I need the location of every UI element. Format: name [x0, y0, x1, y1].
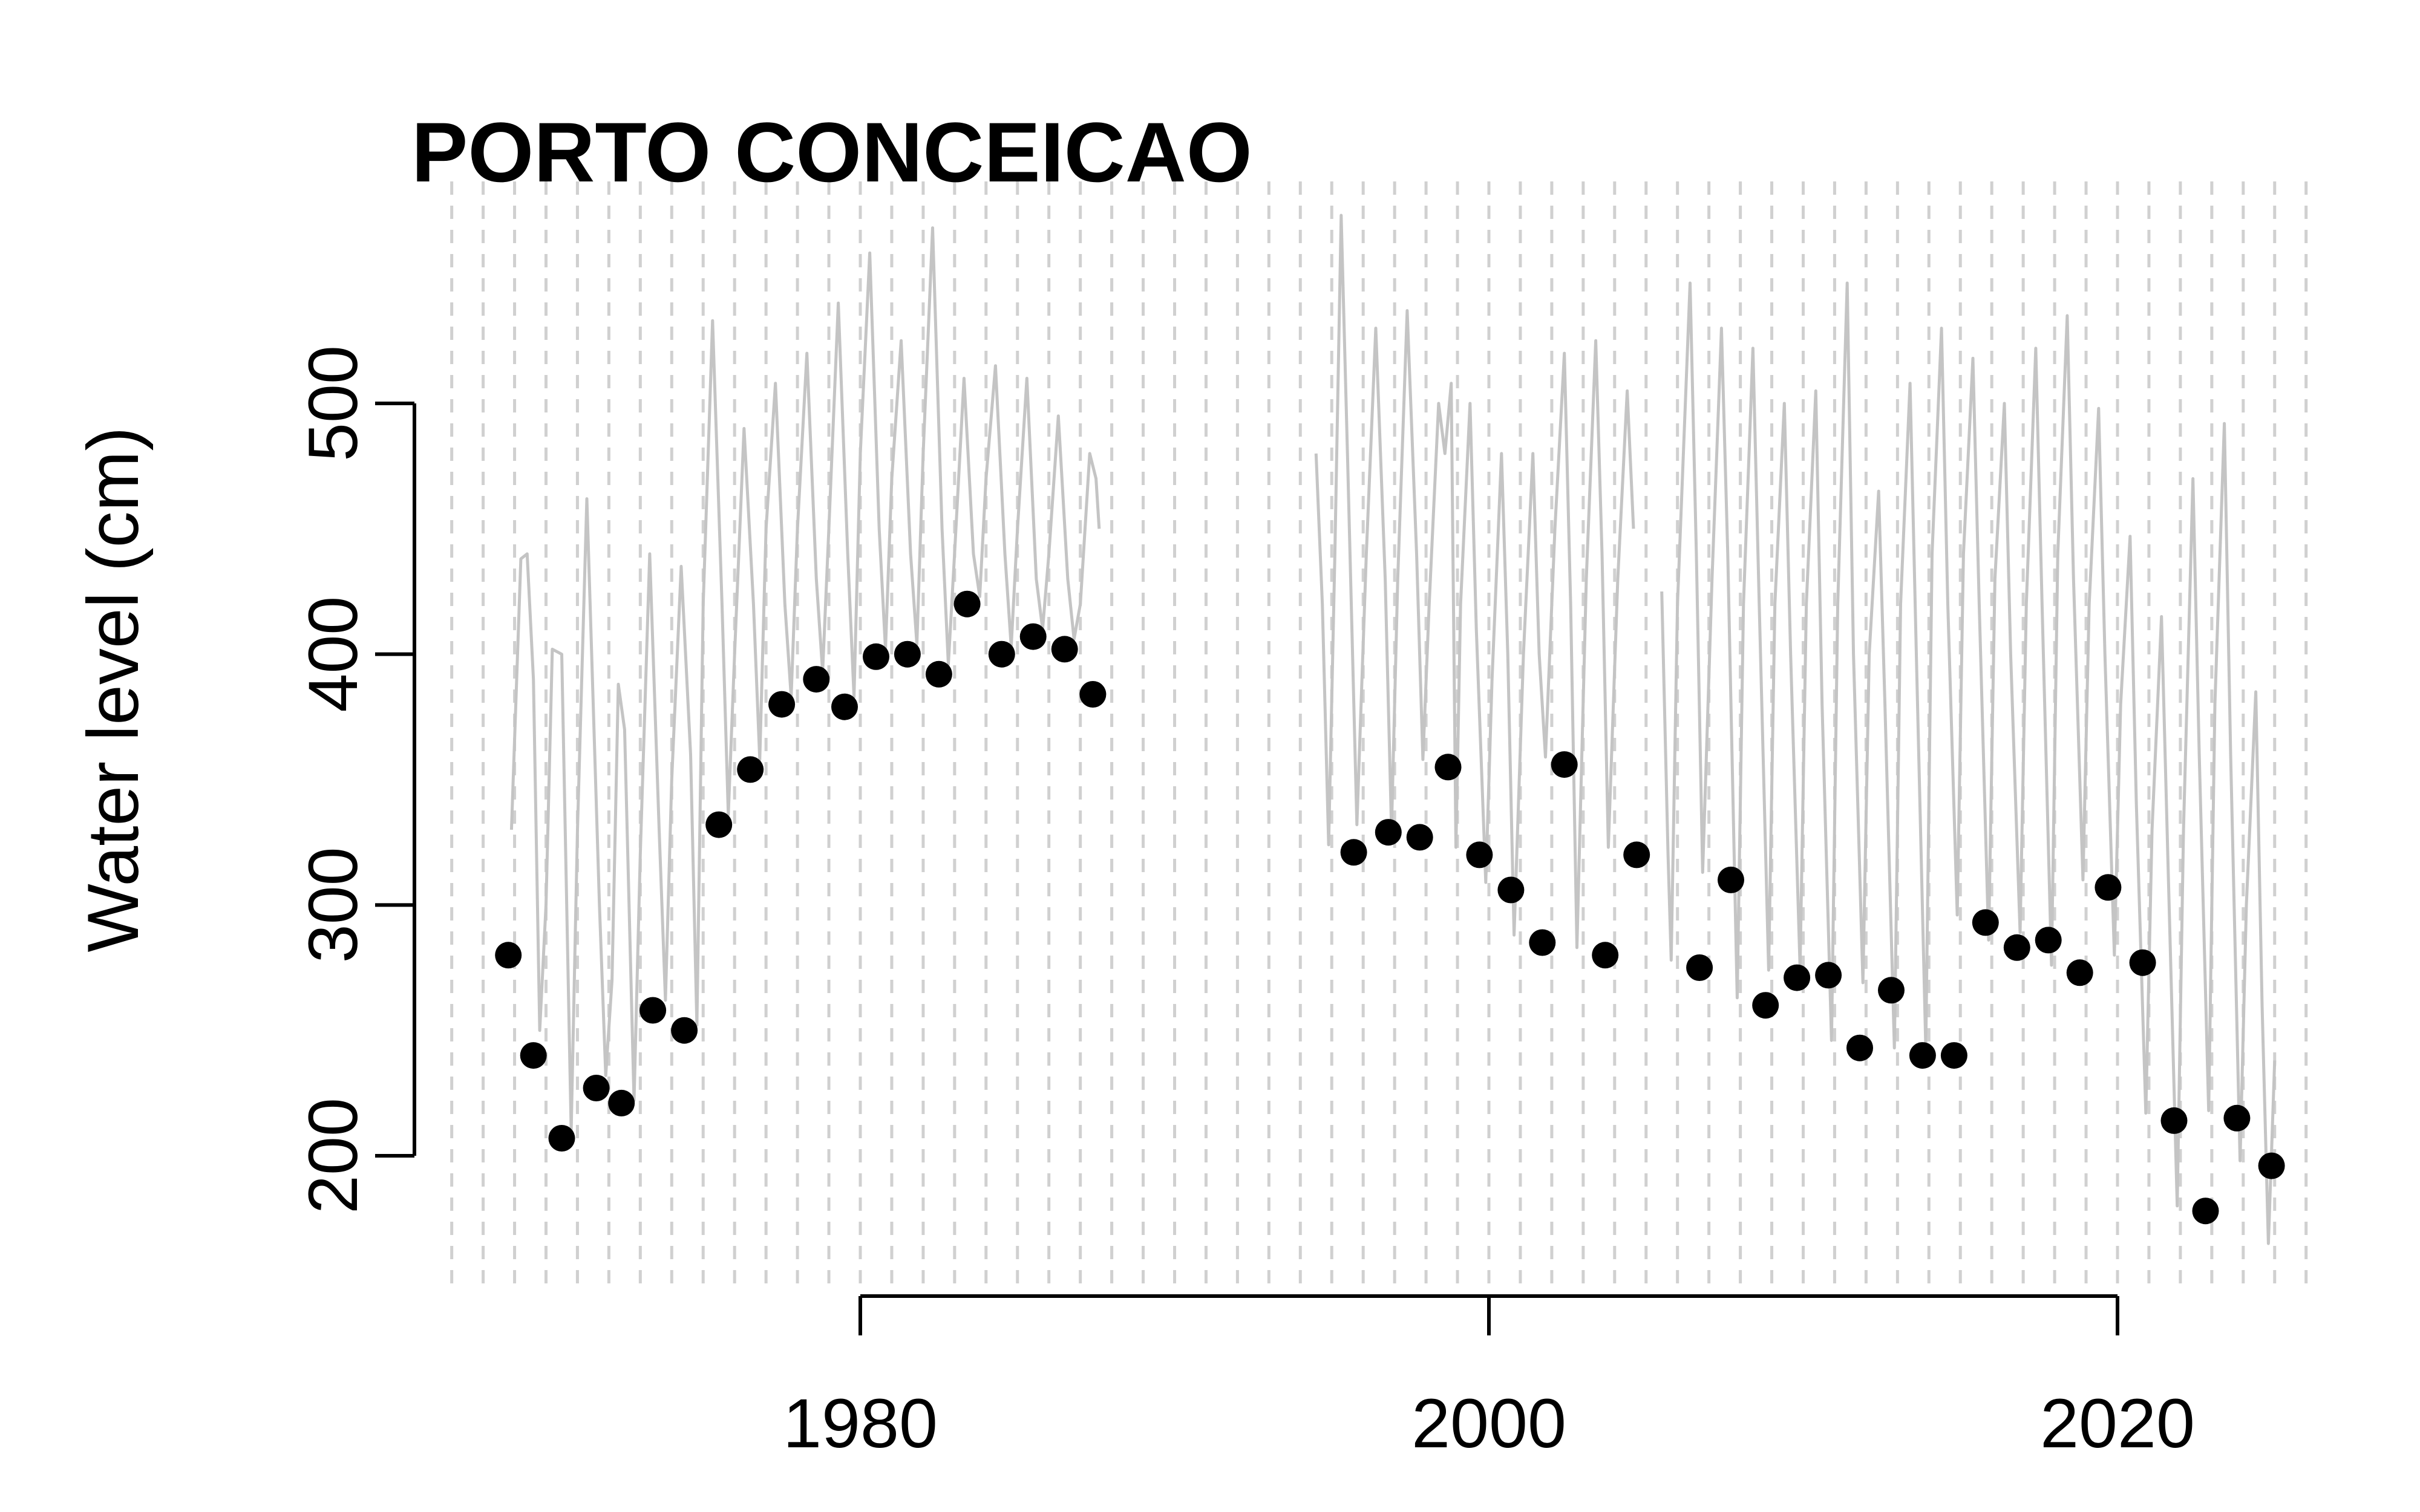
data-point-18 — [1019, 623, 1047, 650]
y-tick-label-500: 500 — [295, 345, 372, 461]
data-point-28 — [1551, 751, 1578, 778]
data-point-3 — [548, 1125, 575, 1152]
x-tick-label-2020: 2020 — [2040, 1385, 2195, 1462]
data-point-35 — [1815, 962, 1842, 989]
series-layer — [509, 213, 2277, 1245]
data-point-20 — [1079, 681, 1107, 708]
data-point-41 — [2003, 934, 2030, 961]
data-point-2 — [520, 1042, 547, 1069]
data-point-43 — [2066, 959, 2093, 986]
data-point-17 — [988, 640, 1015, 668]
data-point-46 — [2160, 1107, 2188, 1134]
y-axis: 200 300 400 500 — [295, 345, 416, 1214]
data-point-4 — [583, 1075, 610, 1101]
data-point-5 — [608, 1089, 635, 1116]
data-point-22 — [1375, 819, 1402, 846]
data-point-23 — [1406, 824, 1433, 851]
data-point-6 — [639, 997, 667, 1024]
data-point-47 — [2192, 1198, 2219, 1225]
x-tick-label-1980: 1980 — [783, 1385, 938, 1462]
data-point-32 — [1718, 866, 1744, 893]
points-layer — [495, 590, 2285, 1225]
data-point-40 — [1972, 909, 1999, 936]
data-point-39 — [1940, 1042, 1967, 1069]
data-point-37 — [1878, 977, 1905, 1004]
data-point-8 — [705, 811, 733, 838]
data-point-34 — [1784, 964, 1811, 991]
data-point-49 — [2258, 1152, 2285, 1179]
y-tick-label-300: 300 — [295, 847, 372, 963]
data-point-21 — [1340, 839, 1367, 866]
data-point-33 — [1752, 992, 1779, 1019]
data-point-30 — [1623, 841, 1650, 868]
data-point-45 — [2129, 949, 2156, 976]
data-point-19 — [1051, 636, 1078, 663]
data-point-10 — [768, 691, 796, 718]
x-axis: 1980 2000 2020 — [783, 1294, 2195, 1462]
data-point-13 — [863, 643, 889, 670]
x-tick-label-2000: 2000 — [1411, 1385, 1566, 1462]
data-point-31 — [1686, 954, 1713, 981]
data-point-12 — [831, 693, 858, 720]
data-point-42 — [2035, 927, 2062, 954]
data-point-7 — [671, 1017, 698, 1044]
data-point-14 — [894, 640, 921, 668]
data-point-36 — [1846, 1034, 1873, 1061]
year-grid — [450, 181, 2308, 1291]
data-point-25 — [1466, 841, 1493, 868]
chart-title: PORTO CONCEICAO — [411, 105, 1252, 200]
y-tick-label-200: 200 — [295, 1098, 372, 1214]
data-point-29 — [1592, 942, 1619, 969]
data-point-44 — [2095, 874, 2122, 901]
data-point-48 — [2223, 1104, 2251, 1132]
data-point-24 — [1434, 754, 1462, 781]
data-point-26 — [1497, 876, 1525, 904]
data-point-1 — [495, 942, 522, 969]
y-axis-label: Water level (cm) — [73, 427, 154, 953]
water-level-segment-3 — [1660, 281, 2277, 1245]
data-point-27 — [1529, 929, 1556, 956]
data-point-11 — [803, 666, 830, 693]
data-point-9 — [737, 756, 764, 783]
water-level-segment-2 — [1314, 213, 1635, 950]
data-point-15 — [925, 660, 952, 688]
data-point-38 — [1909, 1042, 1936, 1069]
water-level-segment-1 — [509, 226, 1101, 1132]
y-tick-label-400: 400 — [295, 596, 372, 712]
data-point-16 — [953, 590, 981, 618]
